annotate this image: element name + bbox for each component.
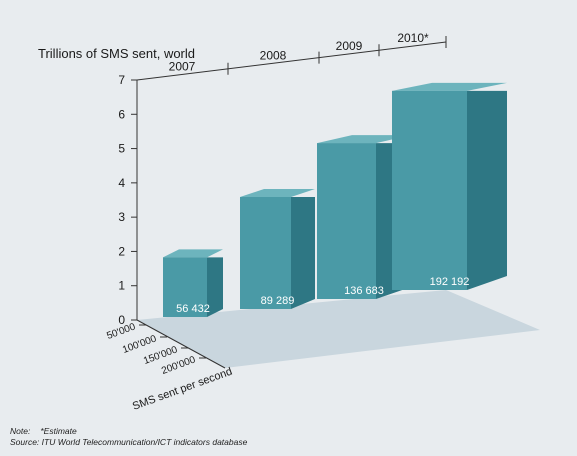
bar-top-face — [163, 249, 223, 258]
bar: 89 289 — [240, 189, 315, 309]
y-tick-label: 7 — [118, 73, 125, 87]
bar-side-face — [291, 197, 315, 309]
depth-axis-line — [136, 319, 226, 369]
source-line: Source: ITU World Telecommunication/ICT … — [10, 437, 247, 448]
y-tick-label: 2 — [118, 244, 125, 258]
bar: 192 192 — [392, 82, 507, 290]
y-tick-label: 0 — [118, 313, 125, 327]
chart-title: Trillions of SMS sent, world — [38, 46, 195, 61]
y-tick-label: 4 — [118, 176, 125, 190]
bar-front-face — [240, 197, 291, 309]
note-text: *Estimate — [40, 426, 77, 436]
bar-data-label: 89 289 — [261, 295, 295, 307]
bar-data-label: 192 192 — [430, 276, 470, 288]
note-line: Note: *Estimate — [10, 426, 247, 437]
y-tick-label: 6 — [118, 107, 125, 121]
bar-side-face — [207, 257, 223, 317]
y-tick-label: 5 — [118, 142, 125, 156]
bar-data-label: 56 432 — [176, 303, 210, 315]
category-label: 2007 — [169, 59, 196, 73]
bar-front-face — [317, 143, 376, 299]
top-axis-line — [136, 41, 447, 81]
source-key: Source: — [10, 437, 40, 447]
bar-side-face — [467, 90, 507, 290]
bar-top-face — [240, 189, 315, 197]
bar-front-face — [392, 90, 467, 290]
bar-top-face — [317, 135, 411, 144]
source-text: ITU World Telecommunication/ICT indicato… — [41, 437, 248, 447]
category-label: 2009 — [336, 39, 363, 53]
note-key: Note: — [10, 426, 31, 436]
bar-top-face — [392, 82, 507, 91]
bar-data-label: 136 683 — [344, 285, 384, 297]
bar: 56 432 — [163, 249, 223, 317]
chart-floor — [137, 290, 540, 368]
notes: Note: *Estimate Source: ITU World Teleco… — [10, 426, 247, 448]
y-tick-label: 1 — [118, 279, 125, 293]
y-tick-label: 3 — [118, 210, 125, 224]
bar-front-face — [163, 257, 207, 317]
category-label: 2008 — [260, 48, 287, 62]
category-label: 2010* — [397, 31, 429, 45]
depth-axis-label: SMS sent per second — [131, 366, 234, 413]
